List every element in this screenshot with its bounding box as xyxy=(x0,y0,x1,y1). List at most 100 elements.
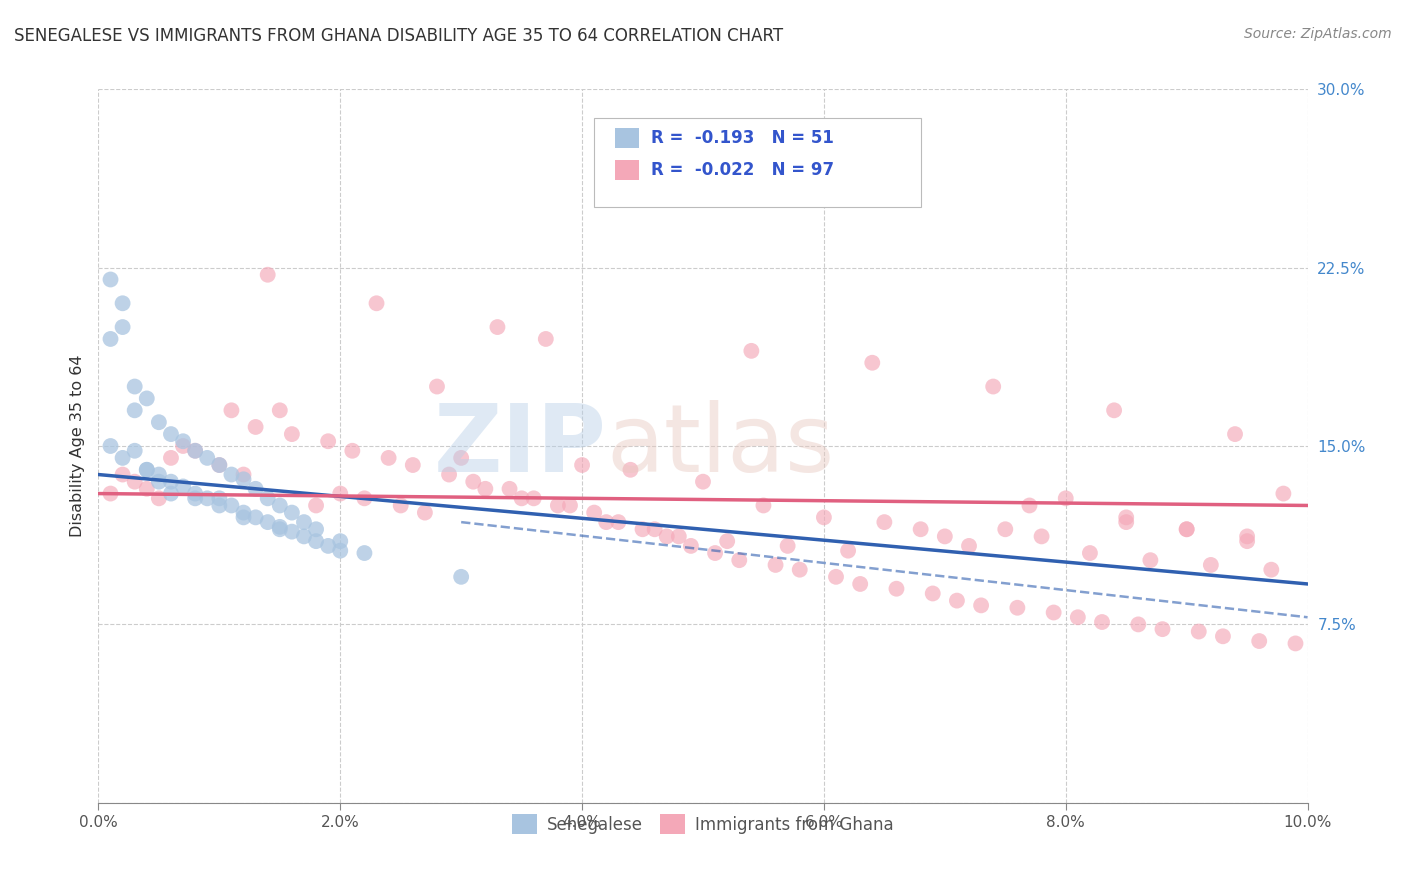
Point xyxy=(160,427,183,442)
Point xyxy=(245,482,267,496)
Point xyxy=(269,499,291,513)
Point xyxy=(946,593,969,607)
Point xyxy=(124,443,146,458)
Point xyxy=(957,539,980,553)
Point xyxy=(148,415,170,429)
Point xyxy=(208,458,231,472)
Point xyxy=(655,529,678,543)
Point xyxy=(111,296,134,310)
Point xyxy=(377,450,399,465)
Point xyxy=(1188,624,1211,639)
Point xyxy=(221,499,243,513)
Text: atlas: atlas xyxy=(606,400,835,492)
Point xyxy=(571,458,593,472)
Point xyxy=(292,515,315,529)
Point xyxy=(1115,515,1137,529)
Point xyxy=(825,570,848,584)
Point xyxy=(111,467,134,482)
Point xyxy=(111,320,134,334)
Point xyxy=(195,491,218,506)
Point xyxy=(1175,522,1198,536)
Point xyxy=(1031,529,1053,543)
Point xyxy=(305,522,328,536)
Point xyxy=(124,379,146,393)
Point xyxy=(124,403,146,417)
Point xyxy=(172,479,194,493)
Point xyxy=(256,491,278,506)
Point xyxy=(752,499,775,513)
Point xyxy=(934,529,956,543)
Point xyxy=(1007,600,1029,615)
Point xyxy=(1054,491,1077,506)
Point xyxy=(389,499,412,513)
Point xyxy=(135,463,157,477)
Point xyxy=(256,515,278,529)
Point xyxy=(498,482,520,496)
Point xyxy=(1212,629,1234,643)
Point xyxy=(292,529,315,543)
Point xyxy=(208,491,231,506)
Point xyxy=(1272,486,1295,500)
Point xyxy=(1249,634,1271,648)
Point xyxy=(740,343,762,358)
Point xyxy=(534,332,557,346)
Point xyxy=(160,486,183,500)
Point xyxy=(437,467,460,482)
Point xyxy=(305,534,328,549)
Point xyxy=(329,543,352,558)
Point xyxy=(765,558,787,572)
Point xyxy=(232,506,254,520)
Point xyxy=(873,515,896,529)
Point xyxy=(221,403,243,417)
Point xyxy=(281,506,304,520)
Point xyxy=(184,491,207,506)
Point xyxy=(221,467,243,482)
Point xyxy=(668,529,690,543)
Point xyxy=(981,379,1004,393)
Point xyxy=(970,599,993,613)
Point xyxy=(1042,606,1064,620)
Point xyxy=(281,524,304,539)
Point xyxy=(583,506,606,520)
Point xyxy=(135,463,157,477)
Point xyxy=(704,546,727,560)
Point xyxy=(1139,553,1161,567)
Text: SENEGALESE VS IMMIGRANTS FROM GHANA DISABILITY AGE 35 TO 64 CORRELATION CHART: SENEGALESE VS IMMIGRANTS FROM GHANA DISA… xyxy=(14,27,783,45)
Point xyxy=(619,463,641,477)
Point xyxy=(256,268,278,282)
Point xyxy=(474,482,496,496)
Point xyxy=(1091,615,1114,629)
Point xyxy=(269,403,291,417)
Point xyxy=(486,320,509,334)
Point xyxy=(1067,610,1090,624)
Point xyxy=(921,586,943,600)
Point xyxy=(172,439,194,453)
Point xyxy=(558,499,581,513)
Point xyxy=(316,434,339,449)
Point xyxy=(232,467,254,482)
FancyBboxPatch shape xyxy=(614,160,638,180)
Point xyxy=(631,522,654,536)
Point xyxy=(1152,622,1174,636)
Point xyxy=(245,420,267,434)
Point xyxy=(135,482,157,496)
Text: ZIP: ZIP xyxy=(433,400,606,492)
Point xyxy=(1078,546,1101,560)
Point xyxy=(1102,403,1125,417)
Point xyxy=(232,472,254,486)
Point xyxy=(450,450,472,465)
Point xyxy=(160,475,183,489)
Point xyxy=(595,515,617,529)
Point xyxy=(523,491,546,506)
Point xyxy=(1260,563,1282,577)
Point xyxy=(208,499,231,513)
Point xyxy=(1223,427,1246,442)
Point xyxy=(148,467,170,482)
Point xyxy=(402,458,425,472)
Point xyxy=(789,563,811,577)
Point xyxy=(426,379,449,393)
Point xyxy=(1236,529,1258,543)
Text: R =  -0.193   N = 51: R = -0.193 N = 51 xyxy=(651,129,834,147)
Text: R =  -0.022   N = 97: R = -0.022 N = 97 xyxy=(651,161,834,178)
Point xyxy=(195,450,218,465)
